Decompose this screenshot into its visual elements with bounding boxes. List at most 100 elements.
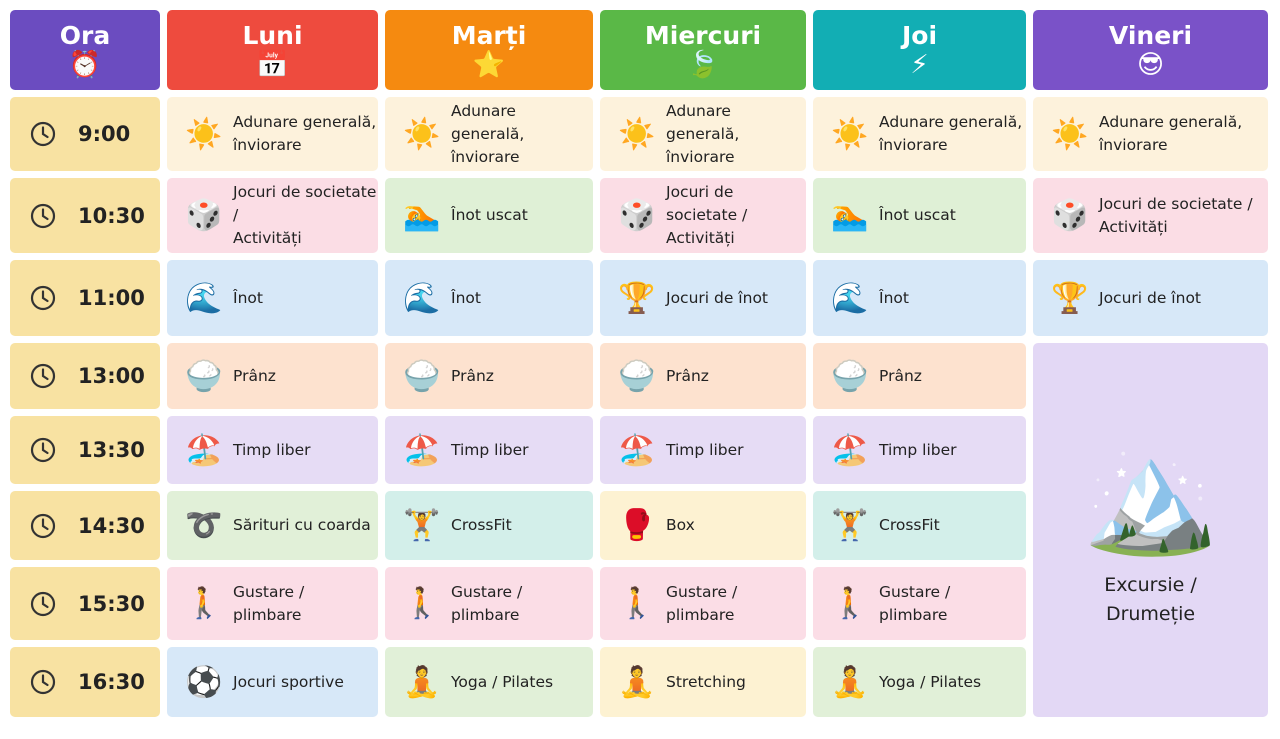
activity-icon: ☀️ — [185, 116, 223, 152]
activity-cell: 🏖️ Timp liber — [600, 416, 806, 484]
header-label: Miercuri — [644, 20, 762, 50]
activity-text: Adunare generală, înviorare — [666, 101, 740, 166]
activity-cell: 🎲 Jocuri de societate / Activități — [600, 178, 806, 253]
activity-cell: 🏋️ CrossFit — [385, 491, 593, 560]
activity-icon: ☀️ — [403, 116, 441, 152]
schedule-grid: Ora ⏰ Luni 📅 Marți ⭐ Miercuri 🍃 Joi ⚡ Vineri 😎 9:00 ☀… — [10, 10, 1270, 719]
excursion-cell: 🏔️ Excursie / Drumeție — [1033, 343, 1268, 717]
header-label: Luni — [242, 20, 303, 50]
activity-text: Timp liber — [879, 440, 957, 459]
activity-cell: 🏆 Jocuri de înot — [600, 260, 806, 336]
activity-cell: 🧘 Yoga / Pilates — [385, 647, 593, 717]
activity-text: Jocuri de înot — [666, 288, 768, 307]
header-cell: Ora ⏰ — [10, 10, 160, 90]
activity-icon: 🥊 — [618, 508, 656, 543]
activity-cell: 🍚 Prânz — [600, 343, 806, 409]
time-cell: 16:30 — [10, 647, 160, 717]
activity-icon: 🌊 — [403, 280, 441, 316]
activity-cell: ☀️ Adunare generală, înviorare — [1033, 97, 1268, 171]
time-cell: 9:00 — [10, 97, 160, 171]
clock-icon — [30, 363, 56, 389]
activity-text: Jocuri de societate / Activități — [666, 183, 748, 247]
activity-cell: 🌊 Înot — [385, 260, 593, 336]
activity-cell: ⚽ Jocuri sportive — [167, 647, 378, 717]
activity-cell: 🌊 Înot — [167, 260, 378, 336]
activity-cell: 🏖️ Timp liber — [385, 416, 593, 484]
activity-icon: 🎲 — [618, 198, 656, 233]
activity-icon: 🌊 — [185, 280, 223, 316]
activity-cell: 🏋️ CrossFit — [813, 491, 1026, 560]
activity-icon: 🧘 — [831, 664, 869, 700]
clock-icon — [30, 121, 56, 147]
header-cell: Miercuri 🍃 — [600, 10, 806, 90]
activity-text: Stretching — [666, 672, 746, 691]
time-label: 14:30 — [78, 513, 145, 538]
header-icon: 📅 — [256, 49, 289, 80]
clock-icon — [30, 591, 56, 616]
activity-text: Înot uscat — [451, 206, 528, 224]
activity-icon: 🧘 — [403, 664, 441, 700]
activity-cell: 🚶 Gustare / plimbare — [385, 567, 593, 640]
activity-icon: 🏋️ — [831, 508, 869, 543]
activity-icon: 🏆 — [618, 280, 656, 316]
activity-icon: 🏊 — [831, 198, 869, 233]
activity-text: Yoga / Pilates — [879, 672, 982, 691]
activity-cell: 🏖️ Timp liber — [167, 416, 378, 484]
activity-text: Prânz — [233, 366, 276, 385]
header-label: Vineri — [1108, 20, 1193, 50]
clock-icon — [30, 513, 56, 538]
time-label: 10:30 — [78, 203, 145, 228]
activity-text: Prânz — [666, 366, 709, 385]
activity-text: Sărituri cu coarda — [233, 516, 371, 534]
excursion-text: Excursie / Drumeție — [1104, 574, 1197, 625]
time-cell: 11:00 — [10, 260, 160, 336]
header-cell: Vineri 😎 — [1033, 10, 1268, 90]
activity-cell: 🍚 Prânz — [813, 343, 1026, 409]
activity-icon: 🚶 — [185, 586, 223, 621]
activity-icon: 🏖️ — [403, 432, 441, 468]
activity-text: Prânz — [451, 366, 494, 385]
activity-icon: 🚶 — [403, 586, 441, 621]
clock-icon — [30, 203, 56, 228]
activity-text: Gustare / plimbare — [233, 582, 305, 624]
activity-cell: 🚶 Gustare / plimbare — [167, 567, 378, 640]
activity-cell: 🌊 Înot — [813, 260, 1026, 336]
time-label: 13:30 — [78, 438, 145, 462]
activity-text: Timp liber — [666, 440, 744, 459]
activity-icon: ☀️ — [1051, 116, 1089, 152]
activity-text: Jocuri de societate / Activități — [1099, 194, 1253, 236]
activity-text: Adunare generală, înviorare — [451, 101, 525, 166]
activity-text: Gustare / plimbare — [879, 582, 951, 624]
time-label: 11:00 — [78, 286, 145, 310]
activity-text: Adunare generală, înviorare — [233, 113, 377, 154]
time-cell: 14:30 — [10, 491, 160, 560]
time-cell: 10:30 — [10, 178, 160, 253]
header-label: Ora — [59, 20, 111, 50]
activity-cell: 🏖️ Timp liber — [813, 416, 1026, 484]
activity-cell: ➰ Sărituri cu coarda — [167, 491, 378, 560]
clock-icon — [30, 437, 56, 463]
activity-icon: 🍚 — [185, 358, 223, 394]
activity-text: Gustare / plimbare — [451, 582, 523, 624]
activity-icon: 🍚 — [831, 358, 869, 394]
activity-text: Înot — [451, 288, 481, 307]
activity-icon: ⚽ — [185, 664, 223, 700]
clock-icon — [30, 669, 56, 695]
activity-icon: 🚶 — [618, 586, 656, 621]
activity-text: Adunare generală, înviorare — [1099, 113, 1243, 154]
activity-icon: ☀️ — [831, 116, 869, 152]
activity-cell: 🧘 Yoga / Pilates — [813, 647, 1026, 717]
activity-cell: ☀️ Adunare generală, înviorare — [385, 97, 593, 171]
activity-cell: ☀️ Adunare generală, înviorare — [600, 97, 806, 171]
activity-text: Jocuri de societate / Activități — [233, 183, 377, 247]
activity-text: Jocuri sportive — [233, 672, 344, 691]
header-cell: Luni 📅 — [167, 10, 378, 90]
activity-cell: 🏊 Înot uscat — [385, 178, 593, 253]
activity-cell: ☀️ Adunare generală, înviorare — [813, 97, 1026, 171]
header-icon: ⏰ — [68, 49, 102, 80]
activity-text: Jocuri de înot — [1099, 288, 1201, 307]
activity-cell: ☀️ Adunare generală, înviorare — [167, 97, 378, 171]
activity-cell: 🍚 Prânz — [167, 343, 378, 409]
activity-cell: 🧘 Stretching — [600, 647, 806, 717]
